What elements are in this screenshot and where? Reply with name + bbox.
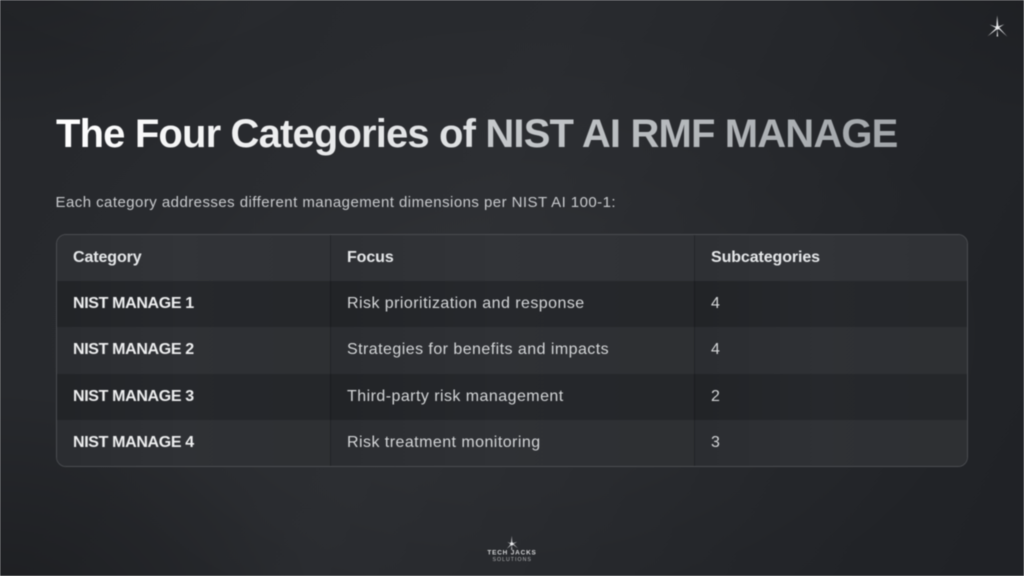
- svg-text:SOLUTIONS: SOLUTIONS: [492, 557, 531, 563]
- svg-text:TECH JACKS: TECH JACKS: [487, 550, 536, 557]
